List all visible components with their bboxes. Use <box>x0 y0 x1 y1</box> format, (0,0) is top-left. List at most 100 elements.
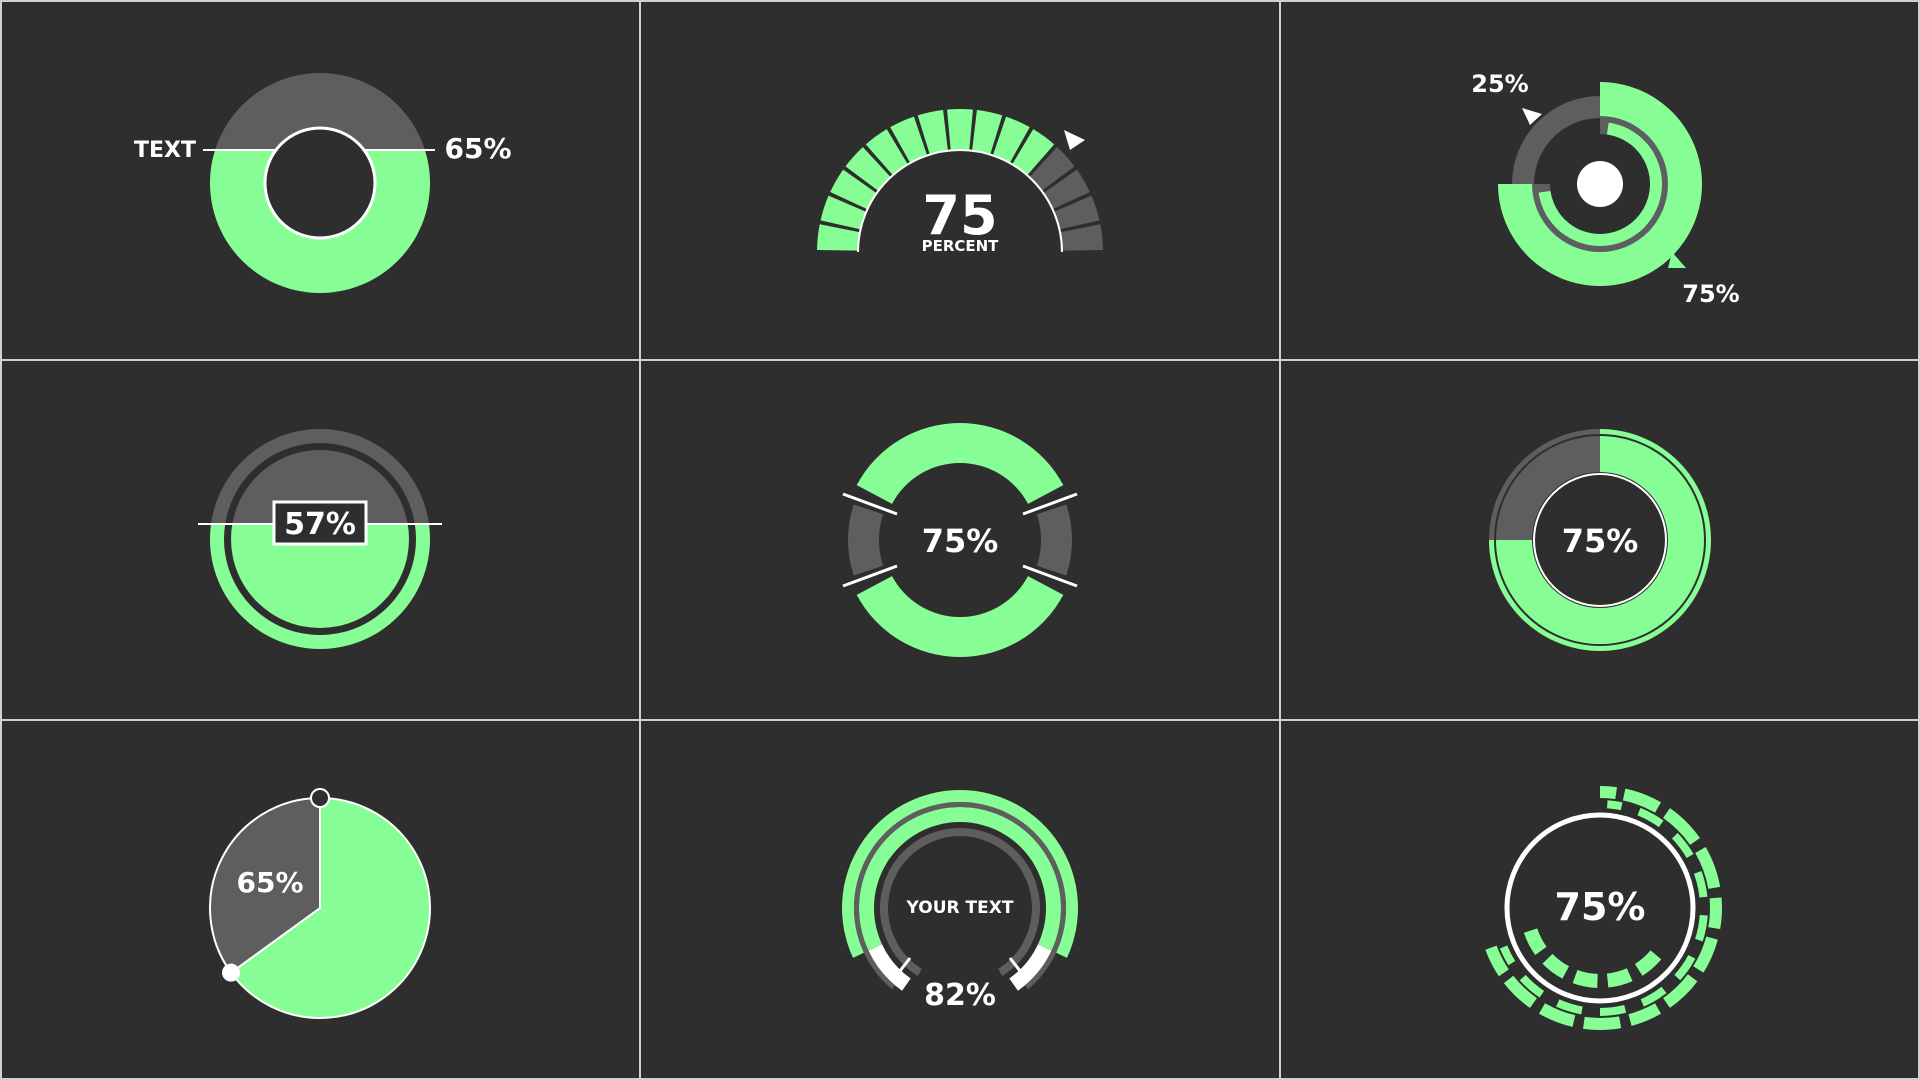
dashed-rings-middle-dash <box>1556 999 1583 1015</box>
pie-knob-start-knob <box>310 788 330 808</box>
ring-pair-pointer-secondary <box>1522 108 1542 125</box>
arc-meter-caption: YOUR TEXT <box>906 898 1014 918</box>
gauge-segment <box>972 110 1003 155</box>
chart-dashed-rings: 75% <box>1485 786 1722 1030</box>
ring-bars-left-bar <box>848 531 880 549</box>
dashed-rings-outer-dash <box>1600 786 1617 800</box>
arc-meter-value-label: 82% <box>924 978 996 1013</box>
dashed-rings-outer-dash <box>1539 1003 1576 1027</box>
gauge-segment <box>845 147 891 191</box>
arc-meter-right-cap <box>1009 944 1052 991</box>
dashed-rings-middle-dash <box>1606 800 1623 811</box>
ring-bars-left-bar <box>848 517 881 536</box>
dashed-rings-outer-dash <box>1663 808 1700 845</box>
dashed-rings-middle-dash <box>1637 807 1664 828</box>
gauge-segment <box>890 116 928 163</box>
ring-bars-left-bar <box>848 544 881 563</box>
dashed-rings-middle-dash <box>1640 986 1667 1007</box>
dashed-rings-main-circle <box>1504 812 1696 1004</box>
chart-ring-bars: 75% <box>842 423 1078 657</box>
ring-pair-outer-remainder <box>1512 96 1600 184</box>
ring-sector-marks <box>1489 429 1711 651</box>
dashed-rings-outer-dash <box>1503 975 1537 1008</box>
gauge-segment <box>1043 169 1090 210</box>
circle-fill-label-box <box>272 500 368 546</box>
gauge-pointer <box>1064 130 1085 150</box>
gauge-segment <box>992 116 1030 163</box>
gauge-segment <box>947 108 973 151</box>
dashed-rings-outer-dash <box>1693 936 1718 973</box>
arc-meter-end-tick-left <box>891 957 912 981</box>
segmented-gauge-marks <box>817 108 1103 253</box>
ring-bars-tick-right-top <box>1022 492 1078 516</box>
gauge-segment <box>820 195 867 230</box>
ring-bars-value-bottom <box>856 576 1064 657</box>
ring-sector-outer-line <box>1494 434 1706 646</box>
donut-split-side-label: TEXT <box>134 138 196 163</box>
ring-bars-tick-left-top <box>842 492 898 516</box>
arc-meter-marks <box>842 790 1078 991</box>
dashed-rings-middle-dash <box>1499 945 1516 966</box>
chart-ring-sector: 75% <box>1489 429 1711 651</box>
ring-bars-tick-right-bottom <box>1022 564 1078 588</box>
donut-split-marks <box>203 73 435 293</box>
pie-knob-marks <box>209 788 431 1019</box>
donut-split-remainder <box>215 73 425 150</box>
ring-pair-pointer-primary <box>1668 252 1686 268</box>
donut-split-inner-ring <box>263 126 377 240</box>
pie-knob-remainder-slice <box>209 796 321 975</box>
segmented-gauge-unit-label: PERCENT <box>922 237 1000 255</box>
gauge-segment <box>1029 147 1075 191</box>
dashed-rings-outer-dash <box>1485 945 1509 977</box>
dashed-rings-inner-dash <box>1542 953 1570 979</box>
ring-bars-value-label: 75% <box>922 522 999 560</box>
dashed-rings-outer-dash <box>1622 788 1661 813</box>
circle-fill-inner-value <box>231 524 409 628</box>
ring-sector-value <box>1489 429 1711 651</box>
ring-bars-value-top <box>856 423 1064 504</box>
dashed-rings-inner-dash <box>1572 970 1598 988</box>
arc-meter-left-cap <box>868 944 911 991</box>
gauge-segment <box>830 169 877 210</box>
ring-bars-right-bar <box>1036 554 1071 576</box>
ring-sector-value-label: 75% <box>1562 522 1639 560</box>
pie-knob-value-slice <box>229 796 431 1019</box>
dashed-rings-middle-dash <box>1671 832 1694 858</box>
dashed-rings-outer-dash <box>1695 847 1721 889</box>
ring-bars-right-bar <box>1039 544 1072 563</box>
chart-arc-meter: YOUR TEXT 82% <box>842 790 1078 1013</box>
gauge-segment <box>917 110 948 155</box>
gauge-inner-arc <box>857 149 1063 253</box>
ring-bars-marks <box>842 423 1078 657</box>
circle-fill-ring-remainder <box>211 429 429 524</box>
dashed-rings-marks <box>1485 786 1722 1030</box>
dashed-rings-middle-dash <box>1695 914 1708 942</box>
ring-bars-tick-left-bottom <box>842 564 898 588</box>
chart-pie-knob: 65% <box>209 788 431 1019</box>
donut-split-value-label: 65% <box>444 132 511 165</box>
ring-sector-remainder <box>1489 429 1600 540</box>
ring-pair-center-dot <box>1577 161 1623 207</box>
circle-fill-value-label: 57% <box>284 507 356 542</box>
segmented-gauge-value-label: 75 <box>922 184 997 247</box>
gauge-segment <box>1060 224 1103 251</box>
ring-bars-right-bar <box>1040 531 1073 549</box>
dashed-rings-middle-dash <box>1693 871 1708 898</box>
circle-fill-ring-value <box>210 524 430 649</box>
chart-donut-split: TEXT 65% <box>134 73 512 293</box>
dashed-rings-middle-dash <box>1519 974 1545 998</box>
dashed-rings-value-label: 75% <box>1555 885 1646 929</box>
dashed-rings-inner-dash <box>1523 928 1547 956</box>
gauge-segment <box>817 224 860 251</box>
chart-circle-fill: 57% <box>198 429 442 649</box>
ring-pair-outer-value <box>1498 82 1702 286</box>
dashed-rings-outer-dash <box>1628 1003 1661 1026</box>
gauge-segment <box>1012 129 1055 176</box>
arc-meter-end-tick-right <box>1008 957 1029 981</box>
ring-sector-center <box>1533 473 1667 607</box>
ring-bars-right-bar <box>1039 517 1072 536</box>
dashed-rings-outer-dash <box>1663 974 1698 1008</box>
chart-ring-pair: 25% 75% <box>1471 70 1739 308</box>
